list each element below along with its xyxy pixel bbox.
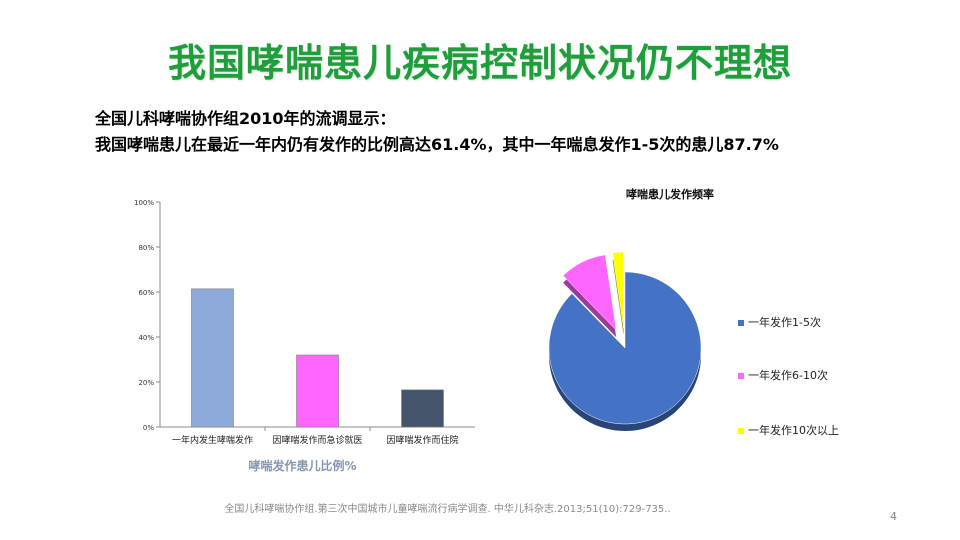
x-tick-label: 一年内发生哮喘发作 [172, 434, 253, 446]
legend-label: 一年发作1-5次 [748, 315, 821, 329]
bar [191, 288, 234, 428]
y-tick-label: 40% [138, 334, 154, 342]
bar [401, 389, 444, 428]
page-number: 4 [890, 510, 897, 523]
legend-label: 一年发作10次以上 [748, 423, 839, 437]
intro-line-2: 我国哮喘患儿在最近一年内仍有发作的比例高达61.4%，其中一年喘息发作1-5次的… [95, 135, 779, 154]
y-tick-label: 0% [143, 424, 154, 432]
bar [296, 354, 339, 428]
legend-swatch [738, 320, 744, 326]
y-tick-label: 80% [138, 244, 154, 252]
y-tick-label: 60% [138, 289, 154, 297]
slide-title: 我国哮喘患儿疾病控制状况仍不理想 [167, 41, 792, 85]
y-tick-label: 20% [138, 379, 154, 387]
bar-chart: 0% 20% 40% 60% 80% 100% 一年内发生哮喘发作 因哮喘发作而急诊就医 因哮喘… [134, 199, 475, 473]
pie-slice [548, 271, 702, 425]
x-tick-label: 因哮喘发作而急诊就医 [272, 434, 362, 446]
pie-title: 哮喘患儿发作频率 [626, 187, 714, 201]
intro-line-1: 全国儿科哮喘协作组2010年的流调显示： [95, 109, 396, 128]
pie-slice [562, 254, 617, 331]
footnote: 全国儿科哮喘协作组.第三次中国城市儿童哮喘流行病学调查. 中华儿科杂志.2013… [224, 504, 671, 515]
legend-swatch [738, 373, 744, 379]
pie-slice [612, 251, 624, 329]
x-tick-label: 因哮喘发作而住院 [386, 434, 458, 446]
y-tick-label: 100% [134, 199, 154, 207]
legend-swatch [738, 428, 744, 434]
intro-text: 全国儿科哮喘协作组2010年的流调显示： 我国哮喘患儿在最近一年内仍有发作的比例… [95, 106, 779, 158]
legend-label: 一年发作6-10次 [748, 368, 828, 382]
x-axis-label: 哮喘发作患儿比例% [248, 458, 356, 473]
